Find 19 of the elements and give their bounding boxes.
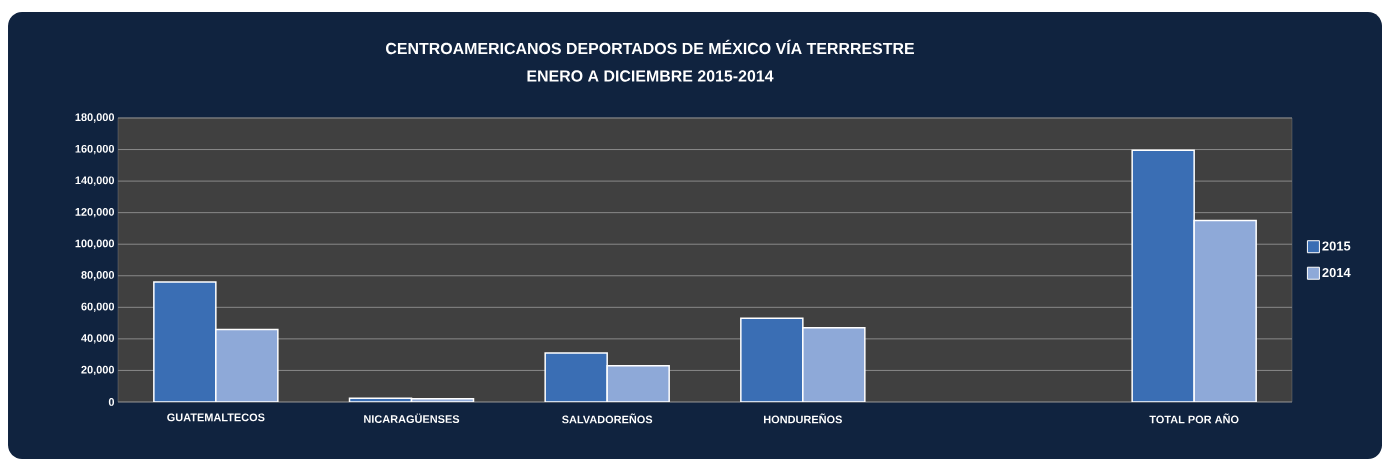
legend-label: 2014 <box>1322 267 1351 278</box>
chart-subtitle: ENERO A DICIEMBRE 2015-2014 <box>527 70 774 82</box>
x-tick-label: TOTAL POR AÑO <box>1149 413 1239 424</box>
y-tick-label: 20,000 <box>81 365 115 376</box>
x-tick-label: SALVADOREÑOS <box>562 413 653 424</box>
y-tick-label: 80,000 <box>81 271 115 281</box>
chart-title: CENTROAMERICANOS DEPORTADOS DE MÉXICO VÍA TERRRESTRE <box>386 39 914 55</box>
y-tick-label: 60,000 <box>81 302 115 312</box>
x-tick-label: GUATEMALTECOS <box>167 413 265 422</box>
x-tick-label: HONDUREÑOS <box>763 413 842 424</box>
y-tick-label: 40,000 <box>81 334 115 344</box>
y-tick-label: 0 <box>108 398 115 406</box>
y-tick-label: 120,000 <box>75 207 115 218</box>
y-tick-label: 140,000 <box>75 176 115 186</box>
x-tick-label: NICARAGÜENSES <box>364 413 460 423</box>
y-tick-label: 100,000 <box>75 239 115 249</box>
y-tick-label: 180,000 <box>75 113 115 123</box>
y-tick-label: 160,000 <box>75 144 115 155</box>
legend-label: 2015 <box>1322 241 1351 251</box>
